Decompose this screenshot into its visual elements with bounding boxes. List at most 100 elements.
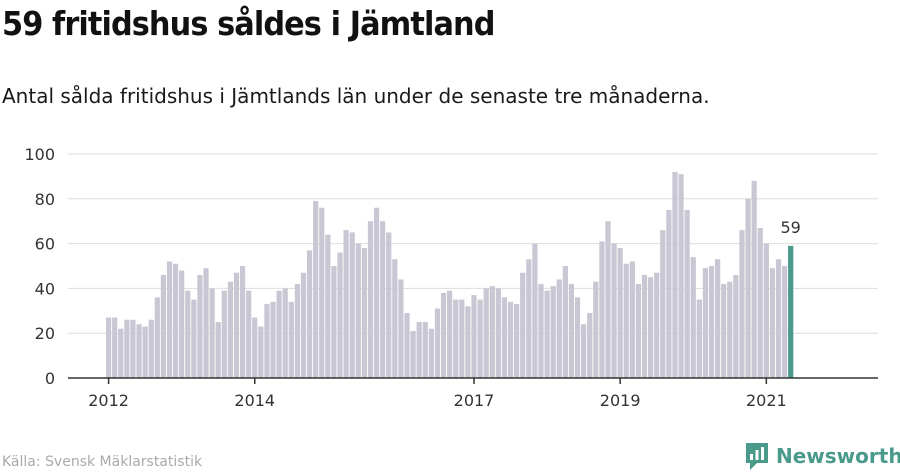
bar (757, 227, 763, 378)
bar (715, 259, 721, 378)
newsworthy-logo: Newsworthy (744, 441, 900, 471)
bar (410, 330, 416, 378)
bar (532, 243, 538, 378)
bar (191, 299, 197, 378)
bar (306, 250, 313, 378)
bar (331, 266, 337, 378)
bar (440, 292, 447, 378)
bar (160, 274, 167, 378)
bar (708, 266, 715, 378)
bar (416, 322, 422, 378)
bar (696, 299, 702, 378)
bar (252, 317, 258, 378)
bar (154, 297, 160, 378)
newsworthy-logo-text: Newsworthy (776, 444, 900, 468)
x-tick-label: 2021 (746, 391, 787, 410)
bar (489, 286, 495, 378)
bar (136, 324, 142, 378)
bar (221, 290, 227, 378)
bar (337, 252, 343, 378)
bar (739, 230, 745, 378)
bar (775, 259, 782, 378)
bar (386, 232, 392, 378)
bar (617, 248, 623, 378)
bar (727, 281, 733, 378)
bar (660, 230, 666, 378)
bar (574, 297, 581, 378)
y-tick-label: 40 (35, 279, 55, 298)
bar (629, 261, 635, 378)
bar (751, 180, 757, 378)
bar (209, 288, 215, 378)
chart-title: 59 fritidshus såldes i Jämtland (2, 4, 495, 43)
x-tick-label: 2019 (600, 391, 641, 410)
bar (447, 290, 453, 378)
bar (398, 279, 404, 378)
bar (227, 281, 233, 378)
bar (349, 232, 355, 378)
bar (239, 266, 246, 378)
bar (270, 301, 276, 378)
bar (623, 263, 629, 378)
bar (526, 259, 532, 378)
highlight-data-label: 59 (781, 218, 801, 237)
bar (343, 230, 349, 378)
bar (605, 221, 611, 378)
bar (562, 266, 568, 378)
bar (246, 290, 252, 378)
bar (197, 274, 203, 378)
bar (124, 319, 130, 378)
y-tick-label: 80 (35, 190, 55, 209)
bar (568, 283, 575, 378)
bar (112, 317, 118, 378)
bar (538, 283, 544, 378)
bar (453, 299, 459, 378)
bar (495, 288, 501, 378)
y-tick-label: 0 (45, 369, 55, 388)
bar (666, 210, 672, 378)
bar (233, 272, 240, 378)
bar (690, 257, 696, 378)
bar (702, 268, 709, 378)
bar (593, 281, 599, 378)
bar (118, 328, 124, 378)
bar (556, 279, 562, 378)
bar (544, 290, 550, 378)
bar (520, 272, 526, 378)
bar (300, 272, 307, 378)
bar (550, 286, 556, 378)
bar (465, 306, 471, 378)
bar (721, 283, 727, 378)
x-tick-label: 2012 (88, 391, 129, 410)
bar (258, 326, 264, 378)
bar (179, 270, 185, 378)
bar (294, 283, 300, 378)
y-tick-label: 100 (24, 145, 55, 164)
bar (434, 308, 441, 378)
bar (325, 234, 331, 378)
bar (166, 261, 173, 378)
bar (477, 299, 483, 378)
bar (459, 299, 465, 378)
bar (648, 277, 654, 378)
bar (288, 301, 294, 378)
bar (769, 268, 776, 378)
bar (392, 259, 398, 378)
bar (654, 272, 660, 378)
bar (684, 210, 690, 378)
bar (172, 263, 179, 378)
bar (130, 319, 136, 378)
bar (672, 171, 678, 378)
bar (641, 274, 648, 378)
bar (678, 174, 684, 378)
bar (148, 319, 154, 378)
source-note: Källa: Svensk Mäklarstatistik (2, 454, 203, 470)
y-tick-label: 60 (35, 235, 55, 254)
bar (313, 201, 319, 378)
bar (319, 207, 325, 378)
bar (428, 328, 434, 378)
bar (611, 243, 617, 378)
bar (733, 274, 739, 378)
bar (185, 290, 191, 378)
